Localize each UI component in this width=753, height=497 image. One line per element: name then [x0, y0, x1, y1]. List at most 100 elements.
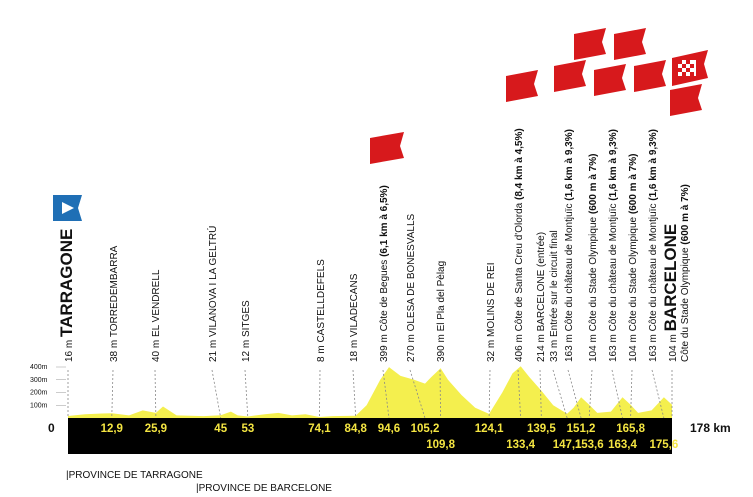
place-name: Côte du Stade Olympique	[588, 216, 599, 331]
waypoint-line	[244, 369, 249, 419]
altitude: 21 m	[208, 340, 219, 362]
waypoint-line	[319, 369, 321, 419]
altitude: 163 m	[648, 334, 659, 362]
place-name: SITGES	[241, 300, 252, 337]
place-name: Côte de Santa Creu d'Olorda	[514, 202, 525, 331]
waypoint-line	[409, 369, 426, 419]
waypoint-line	[539, 369, 542, 419]
waypoint-label: 12 m SITGES	[241, 300, 252, 362]
climb-detail: (6,1 km à 6,5%)	[379, 185, 390, 257]
province-label: |PROVINCE DE BARCELONE	[196, 483, 332, 494]
place-name: El Pla del Pèlag	[436, 261, 447, 332]
waypoint-label: 214 m BARCELONE (entrée)	[536, 232, 547, 362]
waypoint-label: 163 m Côte du château de Montjuïc (1,6 k…	[648, 129, 659, 362]
waypoint-line	[439, 369, 441, 419]
climb-name: Côte du Stade Olympique	[680, 247, 691, 362]
place-name: Côte du château de Montjuïc	[648, 204, 659, 332]
waypoint-label: 21 m VILANOVA I LA GELTRÚ	[206, 226, 219, 362]
altitude: 16 m	[64, 340, 75, 362]
waypoint-label: 8 m CASTELLDEFELS	[316, 259, 327, 362]
waypoint-label: 40 m EL VENDRELL	[151, 269, 162, 362]
km-label: 105,2	[411, 423, 440, 435]
place-name: Côte du château de Montjuïc	[564, 204, 575, 332]
km-label: 153,6	[575, 439, 604, 451]
altitude: 18 m	[349, 340, 360, 362]
waypoint-line	[517, 369, 522, 419]
climb-detail: (600 m à 7%)	[680, 184, 691, 245]
altitude: 406 m	[514, 334, 525, 362]
place-name: VILANOVA I LA GELTRÚ	[206, 226, 219, 337]
finish-flag	[672, 50, 708, 86]
start-km: 0	[48, 421, 55, 435]
place-name: Côte de Begues	[379, 260, 390, 332]
waypoint-label: 32 m MOLINS DE REI	[486, 263, 497, 362]
waypoint-label: 104 m BARCELONE	[661, 224, 680, 362]
km-label: 84,8	[345, 423, 368, 435]
start-flag	[53, 195, 82, 221]
altitude: 8 m	[316, 345, 327, 362]
climb-detail: (600 m à 7%)	[628, 154, 639, 215]
waypoint-line	[111, 369, 114, 419]
finish-km: 178 km	[690, 421, 731, 435]
altitude: 399 m	[379, 334, 390, 362]
place-name: BARCELONE	[661, 224, 680, 332]
km-label: 109,8	[426, 439, 455, 451]
place-name: EL VENDRELL	[151, 269, 162, 337]
altitude: 104 m	[628, 334, 639, 362]
waypoint-label: 390 m El Pla del Pèlag	[436, 261, 447, 362]
altitude: 214 m	[536, 334, 547, 362]
waypoint-line	[552, 369, 568, 419]
waypoint-sublabel: Côte du Stade Olympique (600 m à 7%)	[680, 184, 691, 362]
altitude: 12 m	[241, 340, 252, 362]
place-name: TARRAGONE	[57, 229, 76, 337]
altitude: 104 m	[668, 334, 679, 362]
y-tick-label: 200m	[30, 390, 48, 397]
climb-detail: (1,6 km à 9,3%)	[564, 129, 575, 201]
waypoint-line	[352, 369, 357, 419]
climb-detail: (1,6 km à 9,3%)	[608, 129, 619, 201]
waypoint-label: 104 m Côte du Stade Olympique (600 m à 7…	[628, 154, 639, 362]
altitude: 270 m	[406, 334, 417, 362]
km-label: 175,6	[649, 439, 678, 451]
waypoint-label: 399 m Côte de Begues (6,1 km à 6,5%)	[379, 185, 390, 362]
y-tick-label: 100m	[30, 402, 48, 409]
waypoint-line	[611, 369, 623, 419]
climb-flags	[370, 28, 702, 164]
place-name: CASTELLDEFELS	[316, 259, 327, 343]
km-label: 139,5	[527, 423, 556, 435]
km-label: 163,4	[608, 439, 637, 451]
waypoint-line	[382, 369, 390, 419]
km-label: 12,9	[101, 423, 123, 435]
climb-detail: (1,6 km à 9,3%)	[648, 129, 659, 201]
province-label: |PROVINCE DE TARRAGONE	[66, 470, 203, 481]
waypoint-line	[211, 369, 222, 419]
km-label: 165,8	[616, 423, 645, 435]
waypoint-label: 163 m Côte du château de Montjuïc (1,6 k…	[564, 129, 575, 362]
waypoint-label: 270 m OLESA DE BONESVALLS	[406, 213, 417, 362]
climb-detail: (8,4 km à 4,5%)	[514, 128, 525, 200]
altitude: 33 m	[549, 340, 560, 362]
waypoint-label: 38 m TORREDEMBARRA	[109, 245, 120, 362]
waypoint-line	[651, 369, 665, 419]
place-name: MOLINS DE REI	[486, 263, 497, 337]
place-name: Côte du château de Montjuïc	[608, 204, 619, 332]
km-label: 74,1	[308, 423, 331, 435]
altitude: 163 m	[608, 334, 619, 362]
km-label: 151,2	[567, 423, 596, 435]
km-band	[68, 418, 672, 454]
place-name: Côte du Stade Olympique	[628, 216, 639, 331]
altitude: 40 m	[151, 340, 162, 362]
waypoint-line	[488, 369, 491, 419]
km-label: 147,1	[553, 439, 582, 451]
waypoint-line	[630, 369, 633, 419]
altitude: 104 m	[588, 334, 599, 362]
km-label: 133,4	[506, 439, 535, 451]
km-label: 94,6	[378, 423, 400, 435]
altitude: 163 m	[564, 334, 575, 362]
altitude: 32 m	[486, 340, 497, 362]
altitude: 390 m	[436, 334, 447, 362]
waypoint-label: 33 m Entrée sur le circuit final	[549, 230, 560, 362]
waypoint-label: 18 m VILADECANS	[349, 273, 360, 362]
climb-detail: (600 m à 7%)	[588, 154, 599, 215]
